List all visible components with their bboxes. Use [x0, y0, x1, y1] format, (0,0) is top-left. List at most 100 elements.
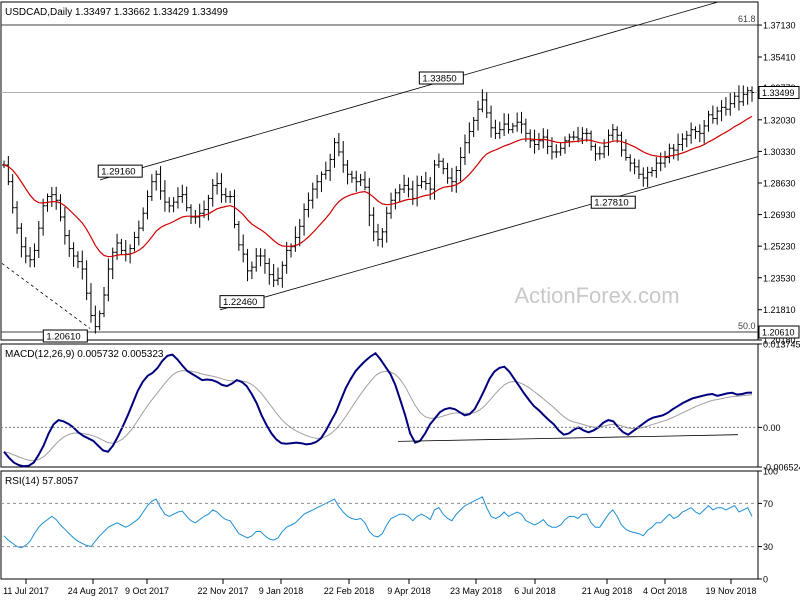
- panel-frames: [0, 1, 759, 580]
- price-bar: [454, 166, 459, 193]
- price-annotation-label: 1.20610: [46, 332, 80, 343]
- price-bar: [523, 118, 528, 142]
- price-bar: [532, 129, 537, 154]
- price-bar: [680, 133, 685, 151]
- price-bar: [171, 197, 176, 213]
- price-bar: [619, 131, 624, 157]
- price-bar: [376, 223, 380, 247]
- x-tick-label: 4 Oct 2018: [643, 586, 687, 596]
- price-bar: [393, 188, 398, 210]
- price-y-tick-label: 1.28630: [763, 178, 796, 188]
- price-bar: [175, 187, 180, 209]
- price-y-tick-label: 1.23530: [763, 273, 796, 283]
- price-bar: [632, 158, 637, 175]
- price-bar: [49, 186, 54, 207]
- price-bar: [571, 131, 576, 141]
- price-bar: [310, 182, 315, 209]
- price-bar: [671, 143, 676, 160]
- price-bar: [23, 237, 28, 264]
- price-bar: [741, 85, 746, 106]
- price-bar: [663, 150, 668, 168]
- price-bar: [15, 201, 20, 234]
- price-bar: [715, 106, 720, 125]
- price-bar: [689, 122, 694, 144]
- price-bar: [245, 248, 250, 282]
- price-bar: [406, 177, 411, 198]
- price-bar: [215, 172, 220, 195]
- price-bar: [563, 136, 567, 154]
- price-bar: [162, 180, 167, 212]
- price-y-tick-label: 1.30330: [763, 147, 796, 157]
- x-tick-label: 9 Oct 2017: [125, 586, 169, 596]
- price-bar: [567, 133, 572, 147]
- price-y-tick-label: 1.32030: [763, 115, 796, 125]
- price-bar: [728, 93, 733, 116]
- price-bar: [441, 158, 446, 175]
- price-bar: [328, 153, 333, 182]
- price-bar: [367, 178, 372, 227]
- price-bar: [267, 258, 272, 285]
- price-bar: [362, 171, 367, 191]
- rsi-axis: 100 70 30 0: [1, 467, 778, 585]
- price-bar: [436, 153, 441, 168]
- price-bar: [84, 260, 89, 301]
- x-tick-label: 23 May 2018: [450, 586, 502, 596]
- price-bar: [62, 207, 67, 245]
- price-bar: [102, 286, 107, 318]
- price-bar: [449, 167, 454, 192]
- current-price-box: [758, 86, 800, 100]
- price-bar: [667, 143, 672, 164]
- price-bar: [236, 220, 241, 251]
- price-bar: [697, 124, 702, 143]
- x-axis: 11 Jul 2017 24 Aug 2017 9 Oct 2017 22 Nov 2…: [3, 579, 757, 596]
- price-bar: [593, 143, 598, 161]
- price-bar: [262, 248, 267, 274]
- price-bar: [423, 171, 428, 191]
- price-bar: [302, 203, 307, 236]
- macd-title: MACD(12,26,9) 0.005732 0.005323: [5, 349, 164, 360]
- price-bar: [458, 147, 463, 181]
- price-bar: [497, 121, 502, 139]
- price-bar: [419, 175, 424, 189]
- rsi-line: [3, 496, 753, 549]
- price-bar: [432, 159, 437, 200]
- x-tick-label: 9 Jan 2018: [259, 586, 304, 596]
- price-bar: [371, 207, 376, 242]
- channel-lower-line: [219, 156, 759, 311]
- price-bar: [93, 305, 98, 334]
- price-bar: [184, 186, 189, 212]
- price-bar: [158, 166, 163, 200]
- fib-level-label: 61.8: [738, 14, 756, 24]
- price-bar: [110, 247, 115, 280]
- price-y-tick-label: 1.25230: [763, 242, 796, 252]
- x-tick-label: 19 Nov 2018: [705, 586, 756, 596]
- price-bar: [306, 192, 311, 218]
- price-bar: [145, 190, 150, 220]
- price-bar: [323, 161, 328, 180]
- rsi-y-tick-label: 0: [763, 575, 768, 585]
- price-annotation-label: 1.33850: [422, 73, 456, 84]
- price-bar: [615, 126, 620, 143]
- x-tick-label: 22 Nov 2017: [197, 586, 248, 596]
- price-bar: [484, 92, 489, 118]
- watermark: ActionForex.com: [514, 283, 679, 308]
- price-annotation-box: [418, 71, 464, 85]
- price-bar: [206, 194, 211, 221]
- price-bar: [167, 197, 172, 213]
- macd-y-tick-label: 0.00: [763, 423, 781, 433]
- price-bar: [280, 261, 285, 288]
- price-bar: [341, 140, 346, 173]
- macd-main-line: [3, 351, 753, 468]
- price-annotation: 1.33850: [418, 71, 464, 85]
- price-annotation: 1.22460: [219, 295, 265, 309]
- price-bar: [75, 251, 80, 269]
- price-bar: [471, 117, 476, 138]
- price-bar: [354, 170, 359, 192]
- price-bar: [702, 120, 707, 144]
- price-bar: [610, 124, 615, 141]
- price-annotation-box: [590, 195, 636, 209]
- price-annotation: 1.29160: [97, 164, 143, 178]
- price-bar: [602, 139, 607, 159]
- price-annotation-label: 1.29160: [101, 167, 135, 178]
- macd-trendline: [397, 434, 739, 442]
